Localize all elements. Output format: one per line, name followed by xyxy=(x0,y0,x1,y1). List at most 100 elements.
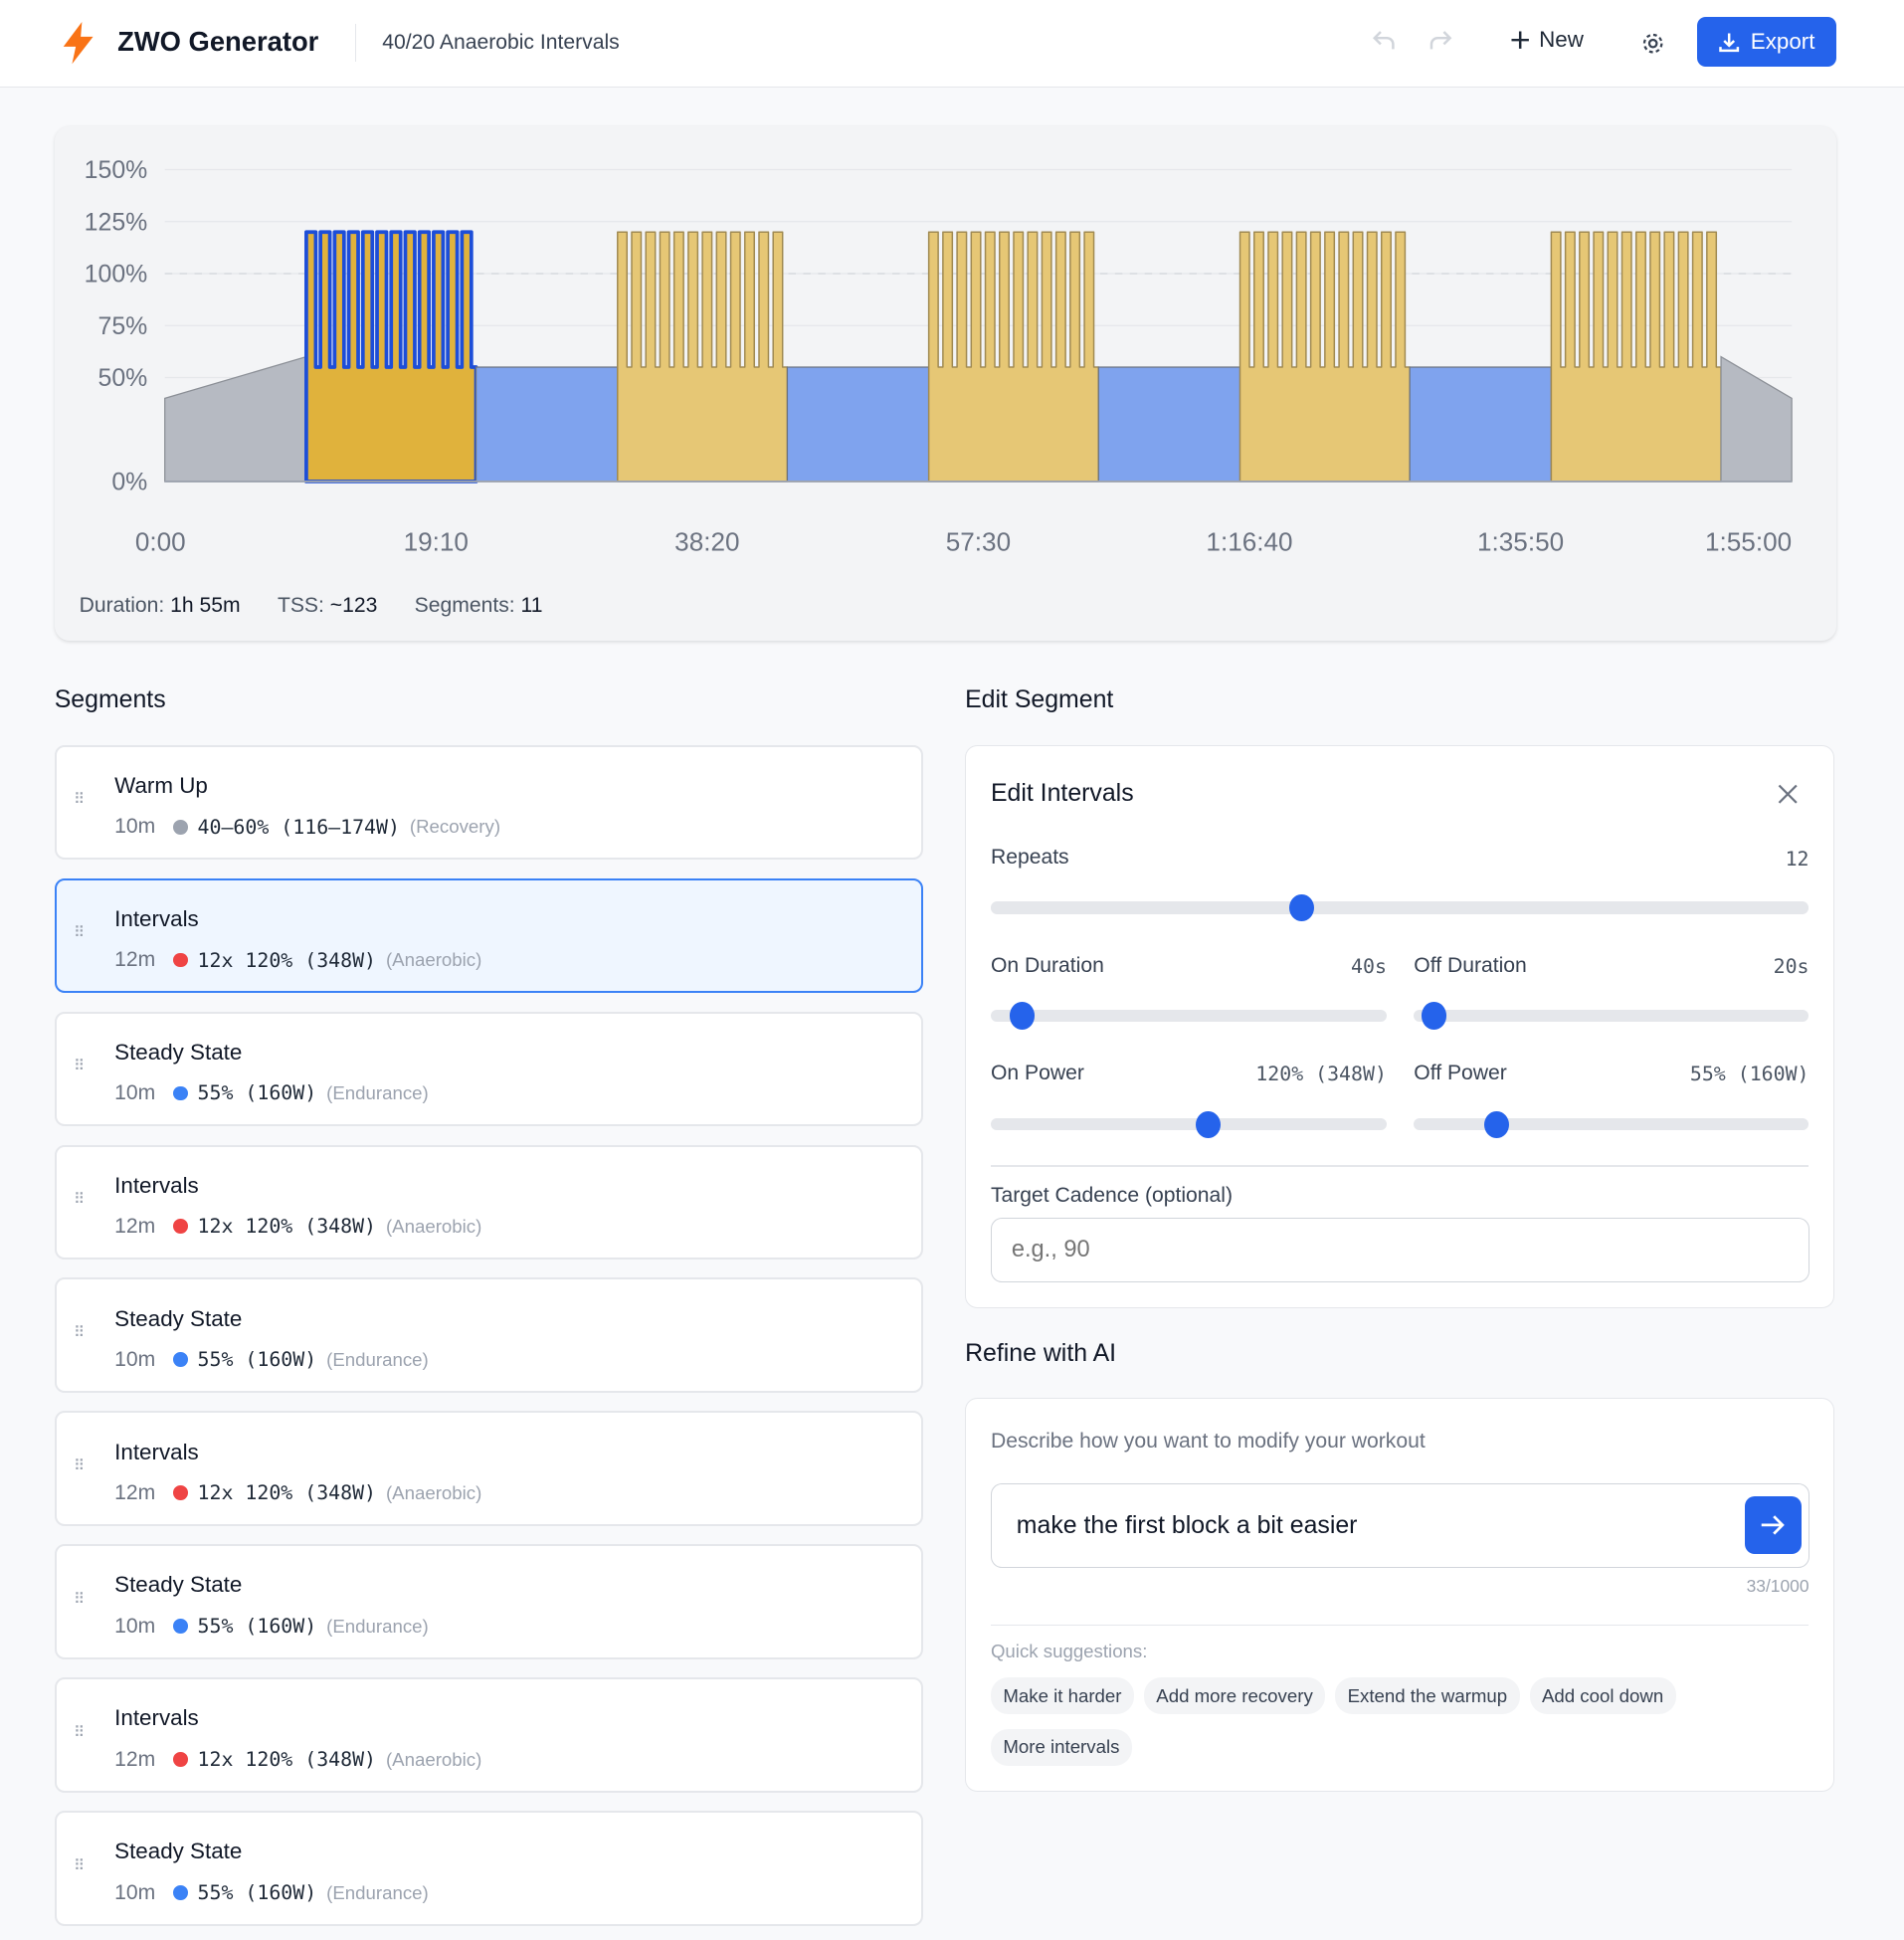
interval-block[interactable] xyxy=(1238,231,1411,483)
segment-duration: 10m xyxy=(114,815,156,839)
segment-name: Steady State xyxy=(114,1039,243,1065)
slider-thumb[interactable] xyxy=(1010,1002,1036,1030)
segment-name: Steady State xyxy=(114,1305,243,1331)
send-button[interactable] xyxy=(1744,1496,1802,1554)
interval-block[interactable] xyxy=(616,231,788,483)
on-duration-value: 40s xyxy=(1351,954,1387,978)
segment-card[interactable]: ⠿ Steady State 10m 55% (160W) (Endurance… xyxy=(54,1811,923,1926)
segment-zone: (Endurance) xyxy=(326,1348,429,1370)
segment-name: Intervals xyxy=(114,905,199,931)
segment-duration: 12m xyxy=(114,948,156,972)
drag-handle-icon[interactable]: ⠿ xyxy=(74,1724,86,1742)
segment-power: 40–60% (116–174W) xyxy=(197,815,400,839)
drag-handle-icon[interactable]: ⠿ xyxy=(74,1324,86,1342)
workout-title[interactable]: 40/20 Anaerobic Intervals xyxy=(382,31,620,55)
off-duration-slider[interactable] xyxy=(1414,1002,1809,1030)
ai-input-value[interactable]: make the first block a bit easier xyxy=(1016,1511,1358,1540)
suggestion-chip[interactable]: Extend the warmup xyxy=(1335,1677,1520,1715)
zone-dot-icon xyxy=(172,1485,188,1501)
x-tick-label: 1:55:00 xyxy=(1705,526,1792,556)
gear-icon[interactable] xyxy=(1639,30,1666,57)
segment-card[interactable]: ⠿ Intervals 12m 12x 120% (348W) (Anaerob… xyxy=(54,877,923,994)
on-power-slider[interactable] xyxy=(990,1110,1387,1138)
ramp-block[interactable] xyxy=(163,355,307,483)
steady-block[interactable] xyxy=(1097,366,1240,483)
drag-handle-icon[interactable]: ⠿ xyxy=(74,1191,86,1209)
segment-meta: 12m 12x 120% (348W) (Anaerobic) xyxy=(114,1481,481,1505)
undo-icon[interactable] xyxy=(1371,27,1398,54)
segment-card[interactable]: ⠿ Steady State 10m 55% (160W) (Endurance… xyxy=(54,1544,923,1660)
off-power-label: Off Power xyxy=(1414,1061,1507,1084)
drag-handle-icon[interactable]: ⠿ xyxy=(74,924,86,942)
slider-thumb[interactable] xyxy=(1421,1002,1446,1030)
interval-block[interactable] xyxy=(927,231,1099,483)
zone-dot-icon xyxy=(172,1619,188,1635)
off-power-value: 55% (160W) xyxy=(1689,1063,1809,1086)
x-tick-label: 0:00 xyxy=(135,526,186,556)
cadence-input[interactable] xyxy=(990,1217,1810,1283)
segment-name: Steady State xyxy=(114,1839,243,1864)
suggestions-label: Quick suggestions: xyxy=(990,1640,1148,1661)
suggestion-chip[interactable]: Add more recovery xyxy=(1143,1677,1326,1715)
segment-card[interactable]: ⠿ Intervals 12m 12x 120% (348W) (Anaerob… xyxy=(54,1144,923,1261)
segment-duration: 10m xyxy=(114,1880,156,1904)
workout-chart[interactable]: 150% 125% 100% 75% 50% 0% 0:00 19:10 38:20 57:30 1… xyxy=(55,126,1836,584)
arrow-right-icon xyxy=(1762,1515,1786,1535)
on-duration-slider[interactable] xyxy=(990,1002,1387,1030)
segments-label: Segments: xyxy=(414,593,515,617)
repeats-slider[interactable] xyxy=(990,893,1809,922)
drag-handle-icon[interactable]: ⠿ xyxy=(74,791,86,809)
segment-zone: (Anaerobic) xyxy=(385,1481,482,1503)
slider-thumb[interactable] xyxy=(1484,1110,1510,1138)
zone-dot-icon xyxy=(172,1219,188,1235)
suggestion-chip[interactable]: More intervals xyxy=(990,1729,1132,1766)
segment-card[interactable]: ⠿ Intervals 12m 12x 120% (348W) (Anaerob… xyxy=(54,1677,923,1793)
segment-zone: (Anaerobic) xyxy=(385,949,482,971)
segment-card[interactable]: ⠿ Warm Up 10m 40–60% (116–174W) (Recover… xyxy=(54,744,923,861)
segment-card[interactable]: ⠿ Steady State 10m 55% (160W) (Endurance… xyxy=(54,1277,923,1394)
segment-name: Intervals xyxy=(114,1172,199,1198)
off-duration-value: 20s xyxy=(1773,954,1809,978)
ramp-block[interactable] xyxy=(1720,355,1793,483)
segment-power: 55% (160W) xyxy=(197,1615,317,1639)
refine-ai-panel: Describe how you want to modify your wor… xyxy=(965,1398,1835,1792)
slider-thumb[interactable] xyxy=(1196,1110,1222,1138)
duration-label: Duration: xyxy=(79,593,165,617)
divider xyxy=(354,23,357,63)
steady-block[interactable] xyxy=(475,366,619,483)
download-icon xyxy=(1719,33,1740,53)
segment-meta: 10m 55% (160W) (Endurance) xyxy=(114,1081,429,1105)
steady-block[interactable] xyxy=(1409,366,1552,483)
repeats-label: Repeats xyxy=(990,846,1069,870)
new-label: New xyxy=(1539,27,1584,53)
segment-meta: 10m 55% (160W) (Endurance) xyxy=(114,1348,429,1372)
segment-power: 55% (160W) xyxy=(197,1081,317,1105)
zone-dot-icon xyxy=(172,1752,188,1768)
suggestion-chip[interactable]: Make it harder xyxy=(990,1677,1134,1715)
interval-block[interactable] xyxy=(303,230,478,484)
refine-ai-heading: Refine with AI xyxy=(965,1338,1117,1367)
ai-input[interactable]: make the first block a bit easier xyxy=(990,1482,1810,1568)
segment-zone: (Endurance) xyxy=(326,1881,429,1903)
segment-card[interactable]: ⠿ Intervals 12m 12x 120% (348W) (Anaerob… xyxy=(54,1411,923,1527)
segment-card[interactable]: ⠿ Steady State 10m 55% (160W) (Endurance… xyxy=(54,1011,923,1127)
segment-name: Steady State xyxy=(114,1572,243,1598)
steady-block[interactable] xyxy=(786,366,929,483)
interval-block[interactable] xyxy=(1550,231,1722,483)
redo-icon[interactable] xyxy=(1427,27,1453,54)
segments-value: 11 xyxy=(520,593,543,617)
suggestion-chip[interactable]: Add cool down xyxy=(1529,1677,1676,1715)
stat-tss: TSS: ~123 xyxy=(278,594,377,618)
off-power-slider[interactable] xyxy=(1414,1110,1809,1138)
drag-handle-icon[interactable]: ⠿ xyxy=(74,1058,86,1075)
on-duration-label: On Duration xyxy=(990,953,1104,977)
new-button[interactable]: New xyxy=(1509,27,1584,53)
export-button[interactable]: Export xyxy=(1697,17,1836,68)
x-tick-label: 38:20 xyxy=(674,526,739,556)
slider-thumb[interactable] xyxy=(1288,893,1314,922)
close-icon[interactable] xyxy=(1777,783,1799,805)
zone-dot-icon xyxy=(172,1885,188,1901)
drag-handle-icon[interactable]: ⠿ xyxy=(74,1591,86,1609)
drag-handle-icon[interactable]: ⠿ xyxy=(74,1857,86,1874)
drag-handle-icon[interactable]: ⠿ xyxy=(74,1457,86,1475)
